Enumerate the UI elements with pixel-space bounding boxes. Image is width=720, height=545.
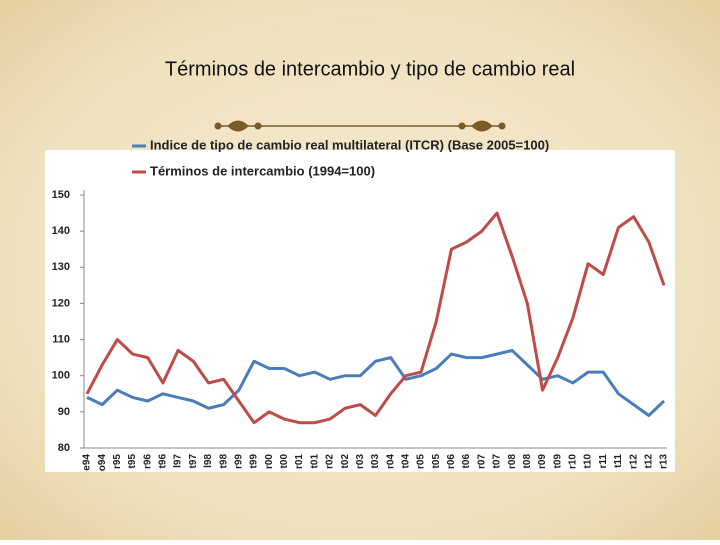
x-tick-label: t97 (188, 454, 199, 469)
x-tick-label: r06 (446, 454, 457, 469)
legend-label: Términos de intercambio (1994=100) (150, 163, 375, 178)
x-tick-label: r11 (598, 454, 609, 469)
x-tick-label: r95 (112, 454, 123, 469)
x-tick-label: t11 (613, 454, 624, 468)
series-line (85, 211, 666, 425)
x-tick-label: r13 (659, 454, 670, 469)
x-tick-label: t06 (461, 454, 472, 469)
x-tick-label: r05 (416, 454, 427, 469)
y-tick-label: 80 (58, 442, 70, 454)
y-tick-label: 150 (52, 189, 70, 201)
x-tick-label: l98 (203, 454, 214, 468)
x-tick-label: t05 (431, 454, 442, 469)
series-line (86, 348, 666, 417)
x-tick-label: t10 (583, 454, 594, 469)
x-tick-label: t02 (340, 454, 351, 469)
x-tick-label: t08 (522, 454, 533, 469)
x-tick-label: r04 (385, 454, 396, 469)
x-tick-label: r02 (325, 454, 336, 469)
x-tick-label: t98 (218, 454, 229, 469)
x-tick-label: t95 (127, 454, 138, 469)
y-tick-label: 140 (52, 225, 70, 237)
x-tick-label: r00 (264, 454, 275, 469)
x-tick-label: o94 (97, 454, 108, 472)
x-tick-label: r09 (537, 454, 548, 469)
chart-title: Términos de intercambio y tipo de cambio… (165, 58, 575, 80)
x-tick-label: r03 (355, 454, 366, 469)
x-tick-label: t01 (309, 454, 320, 469)
x-tick-label: t00 (279, 454, 290, 469)
x-tick-label: t09 (552, 454, 563, 469)
legend-label: Indice de tipo de cambio real multilater… (150, 137, 549, 152)
x-tick-label: r10 (568, 454, 579, 469)
x-tick-label: r08 (507, 454, 518, 469)
y-tick-label: 100 (52, 370, 70, 382)
x-tick-label: r01 (294, 454, 305, 469)
x-tick-label: t07 (492, 454, 503, 469)
x-tick-label: e94 (82, 454, 93, 471)
plot-background (45, 150, 675, 472)
y-tick-label: 90 (58, 406, 70, 418)
y-tick-label: 110 (52, 333, 70, 345)
x-tick-label: r07 (476, 454, 487, 469)
y-tick-label: 120 (52, 297, 70, 309)
ornament (214, 120, 506, 132)
y-tick-label: 130 (52, 261, 70, 273)
x-tick-label: r99 (233, 454, 244, 469)
x-tick-label: r12 (628, 454, 639, 469)
x-tick-label: l97 (173, 454, 184, 468)
x-tick-label: r96 (142, 454, 153, 469)
x-tick-label: t03 (370, 454, 381, 469)
x-tick-label: t12 (643, 454, 654, 469)
x-tick-label: t96 (158, 454, 169, 469)
x-tick-label: t04 (401, 454, 412, 469)
x-tick-label: t99 (249, 454, 260, 469)
